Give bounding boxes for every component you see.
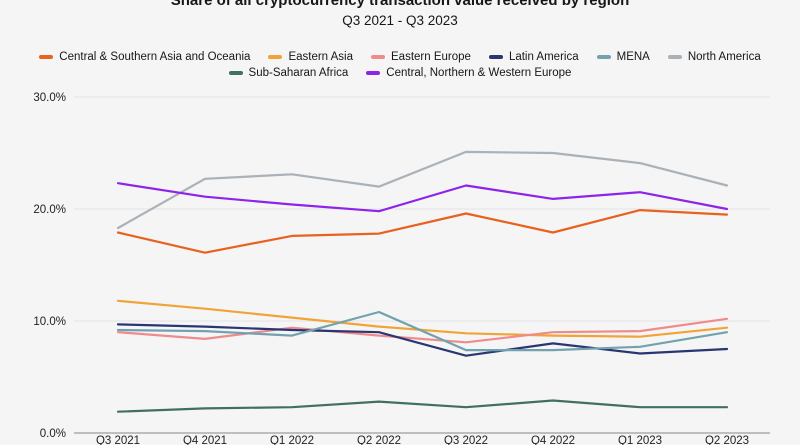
series-line-central-southern-asia-and-oceania	[116, 209, 729, 254]
x-tick-label: Q1 2023	[618, 435, 662, 445]
chart-subtitle: Q3 2021 - Q3 2023	[342, 13, 458, 28]
legend-item-eastern-asia[interactable]: Eastern Asia	[268, 51, 353, 63]
legend-swatch-icon	[268, 55, 283, 59]
legend-label: Sub-Saharan Africa	[248, 67, 349, 79]
legend-swatch-icon	[488, 55, 503, 59]
legend-label: Latin America	[508, 51, 579, 63]
legend-label: MENA	[616, 51, 650, 63]
x-tick-label: Q4 2022	[531, 435, 575, 445]
legend-swatch-icon	[366, 71, 381, 75]
legend-row: Sub-Saharan Africa Central, Northern & We…	[228, 67, 571, 79]
series-line-central-northern-western-europe	[116, 182, 729, 213]
legend-item-central-southern-asia-and-oceania[interactable]: Central & Southern Asia and Oceania	[39, 51, 250, 63]
legend-label: Central & Southern Asia and Oceania	[59, 51, 251, 63]
legend-item-eastern-europe[interactable]: Eastern Europe	[371, 51, 471, 63]
chart-title: Share of all cryptocurrency transaction …	[170, 0, 630, 9]
x-tick-label: Q2 2023	[705, 435, 749, 445]
legend-swatch-icon	[39, 55, 54, 59]
legend-item-central-northern-western-europe[interactable]: Central, Northern & Western Europe	[366, 67, 571, 79]
legend-row: Central & Southern Asia and Oceania Easte…	[39, 51, 761, 63]
x-tick-label: Q3 2022	[444, 435, 488, 445]
series-line-mena	[116, 310, 729, 352]
y-tick-label: 0.0%	[40, 428, 66, 440]
chart-legend: Central & Southern Asia and Oceania Easte…	[0, 51, 800, 79]
series-line-eastern-europe	[116, 317, 729, 344]
y-tick-label: 20.0%	[33, 204, 66, 216]
legend-label: North America	[687, 51, 761, 63]
legend-label: Central, Northern & Western Europe	[386, 67, 572, 79]
x-tick-label: Q1 2022	[270, 435, 314, 445]
legend-item-mena[interactable]: MENA	[596, 51, 650, 63]
legend-label: Eastern Europe	[391, 51, 471, 63]
x-tick-label: Q3 2021	[96, 435, 140, 445]
legend-item-north-america[interactable]: North America	[667, 51, 761, 63]
legend-item-latin-america[interactable]: Latin America	[488, 51, 579, 63]
legend-swatch-icon	[596, 55, 611, 59]
series-line-north-america	[116, 150, 729, 230]
legend-item-sub-saharan-africa[interactable]: Sub-Saharan Africa	[228, 67, 349, 79]
series-line-latin-america	[116, 323, 729, 357]
chart-header: Share of all cryptocurrency transaction …	[0, 0, 800, 30]
x-tick-label: Q4 2021	[183, 435, 227, 445]
legend-swatch-icon	[371, 55, 386, 59]
y-tick-label: 10.0%	[33, 316, 66, 328]
legend-swatch-icon	[228, 71, 243, 75]
y-tick-label: 30.0%	[33, 92, 66, 104]
x-tick-label: Q2 2022	[357, 435, 401, 445]
series-line-sub-saharan-africa	[116, 399, 729, 413]
legend-label: Eastern Asia	[288, 51, 354, 63]
legend-swatch-icon	[667, 55, 682, 59]
